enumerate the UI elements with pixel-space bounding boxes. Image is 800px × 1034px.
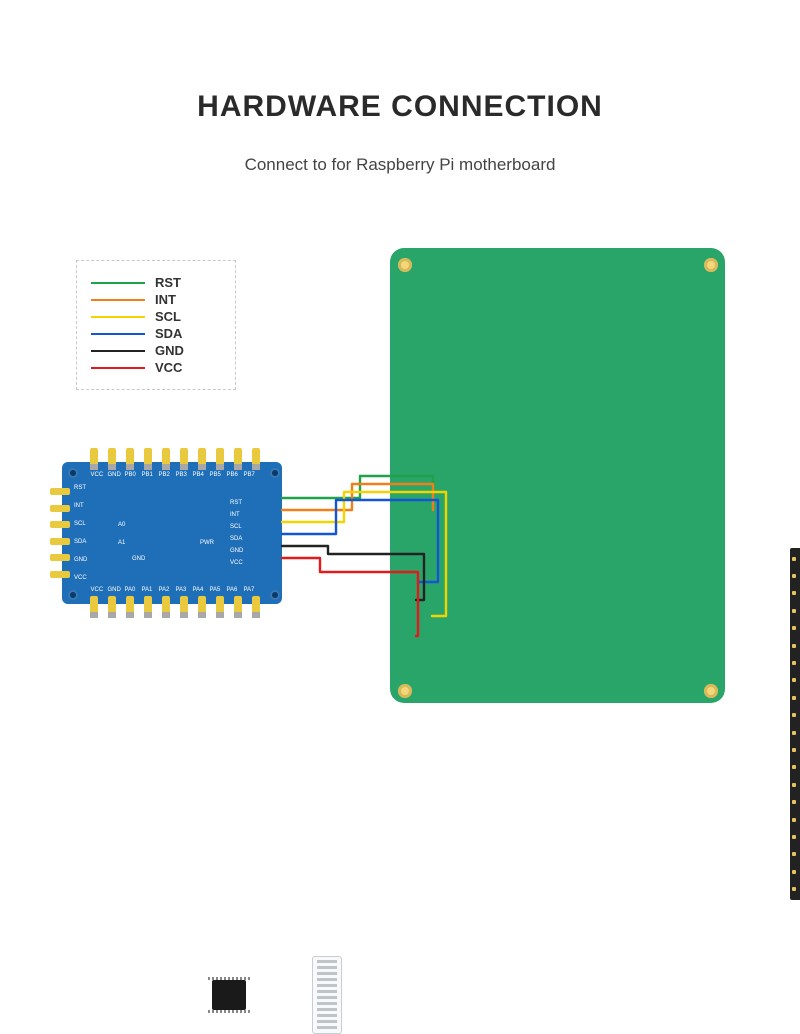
pin-label: INT <box>230 512 240 518</box>
legend-line-icon <box>91 350 145 352</box>
pin-label: SDA <box>74 539 86 545</box>
pin-label: PB0 <box>125 472 136 478</box>
pin-header <box>90 596 260 618</box>
legend-row-rst: RST <box>91 275 217 290</box>
mounting-hole <box>704 258 718 272</box>
pin-label: RST <box>230 500 242 506</box>
pin-label: PA7 <box>244 587 255 593</box>
legend-line-icon <box>91 299 145 301</box>
legend-line-icon <box>91 282 145 284</box>
pin-label: INT <box>74 503 84 509</box>
legend-line-icon <box>91 367 145 369</box>
legend-label: GND <box>155 343 184 358</box>
legend-row-gnd: GND <box>91 343 217 358</box>
pin-label: PB7 <box>244 472 255 478</box>
legend-row-scl: SCL <box>91 309 217 324</box>
legend-line-icon <box>91 333 145 335</box>
pin-label: PA2 <box>159 587 170 593</box>
legend-label: INT <box>155 292 176 307</box>
board-silk-label: A1 <box>118 540 125 546</box>
legend-label: VCC <box>155 360 182 375</box>
legend-label: SCL <box>155 309 181 324</box>
pin-label: PA4 <box>193 587 204 593</box>
mounting-hole <box>272 470 278 476</box>
board-silk-label: A0 <box>118 522 125 528</box>
pin-label: SDA <box>230 536 242 542</box>
pin-label: GND <box>108 587 121 593</box>
mounting-hole <box>70 592 76 598</box>
pin-label: VCC <box>74 575 87 581</box>
page-title: HARDWARE CONNECTION <box>0 90 800 124</box>
mounting-hole <box>704 684 718 698</box>
pin-label: GND <box>230 548 243 554</box>
expansion-board <box>62 462 282 604</box>
mounting-hole <box>398 258 412 272</box>
board-silk-label: PWR <box>200 540 214 546</box>
raspberry-pi-board <box>390 248 725 703</box>
signal-legend: RST INT SCL SDA GND VCC <box>76 260 236 390</box>
pin-label: GND <box>74 557 87 563</box>
pin-header <box>90 448 260 470</box>
pin-label: PB3 <box>176 472 187 478</box>
pin-label: PB1 <box>142 472 153 478</box>
pin-label: VCC <box>91 587 104 593</box>
pin-label: PA5 <box>210 587 221 593</box>
legend-row-sda: SDA <box>91 326 217 341</box>
page-subtitle: Connect to for Raspberry Pi motherboard <box>0 155 800 175</box>
pin-label: VCC <box>91 472 104 478</box>
legend-row-int: INT <box>91 292 217 307</box>
mounting-hole <box>272 592 278 598</box>
pin-header <box>50 488 70 578</box>
pin-label: PB6 <box>227 472 238 478</box>
legend-label: SDA <box>155 326 182 341</box>
gpio-header <box>790 548 800 900</box>
pin-label: SCL <box>74 521 86 527</box>
pin-label: PA3 <box>176 587 187 593</box>
pin-label: GND <box>108 472 121 478</box>
legend-label: RST <box>155 275 181 290</box>
wire-connector <box>312 956 342 1034</box>
pin-label: VCC <box>230 560 243 566</box>
pin-label: PB2 <box>159 472 170 478</box>
legend-row-vcc: VCC <box>91 360 217 375</box>
pin-label: PB4 <box>193 472 204 478</box>
pin-label: PB5 <box>210 472 221 478</box>
pin-label: SCL <box>230 524 242 530</box>
pin-label: PA1 <box>142 587 153 593</box>
pin-label: RST <box>74 485 86 491</box>
mounting-hole <box>398 684 412 698</box>
io-expander-chip <box>212 980 246 1010</box>
board-silk-label: GND <box>132 556 145 562</box>
pin-label: PA6 <box>227 587 238 593</box>
pin-label: PA0 <box>125 587 136 593</box>
mounting-hole <box>70 470 76 476</box>
legend-line-icon <box>91 316 145 318</box>
